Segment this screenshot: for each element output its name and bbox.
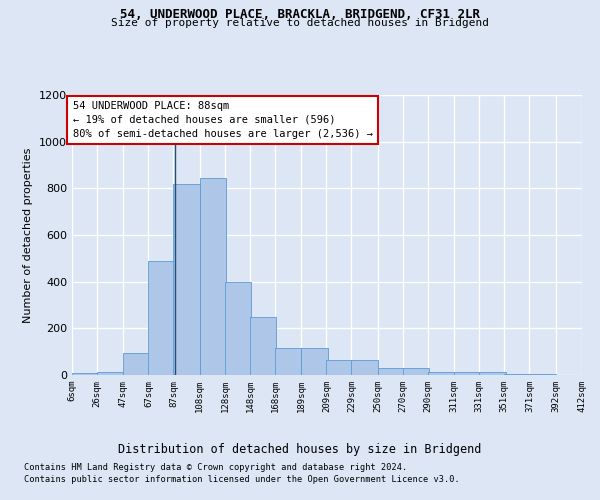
Text: Contains public sector information licensed under the Open Government Licence v3: Contains public sector information licen… [24,475,460,484]
Text: Contains HM Land Registry data © Crown copyright and database right 2024.: Contains HM Land Registry data © Crown c… [24,464,407,472]
Bar [403,368,429,375]
Y-axis label: Number of detached properties: Number of detached properties [23,148,34,322]
Bar [352,360,378,375]
Bar [275,348,301,375]
Text: Distribution of detached houses by size in Bridgend: Distribution of detached houses by size … [118,442,482,456]
Bar [72,372,98,375]
Bar [225,282,251,375]
Bar [378,368,404,375]
Bar [326,360,353,375]
Bar [428,372,454,375]
Bar [124,353,149,375]
Bar [148,260,175,375]
Text: Size of property relative to detached houses in Bridgend: Size of property relative to detached ho… [111,18,489,28]
Bar [454,372,481,375]
Bar [97,372,124,375]
Bar [301,348,328,375]
Text: 54, UNDERWOOD PLACE, BRACKLA, BRIDGEND, CF31 2LR: 54, UNDERWOOD PLACE, BRACKLA, BRIDGEND, … [120,8,480,20]
Text: 54 UNDERWOOD PLACE: 88sqm
← 19% of detached houses are smaller (596)
80% of semi: 54 UNDERWOOD PLACE: 88sqm ← 19% of detac… [73,101,373,139]
Bar [479,372,506,375]
Bar [173,184,200,375]
Bar [505,374,530,375]
Bar [200,178,226,375]
Bar [250,316,276,375]
Bar [529,374,556,375]
